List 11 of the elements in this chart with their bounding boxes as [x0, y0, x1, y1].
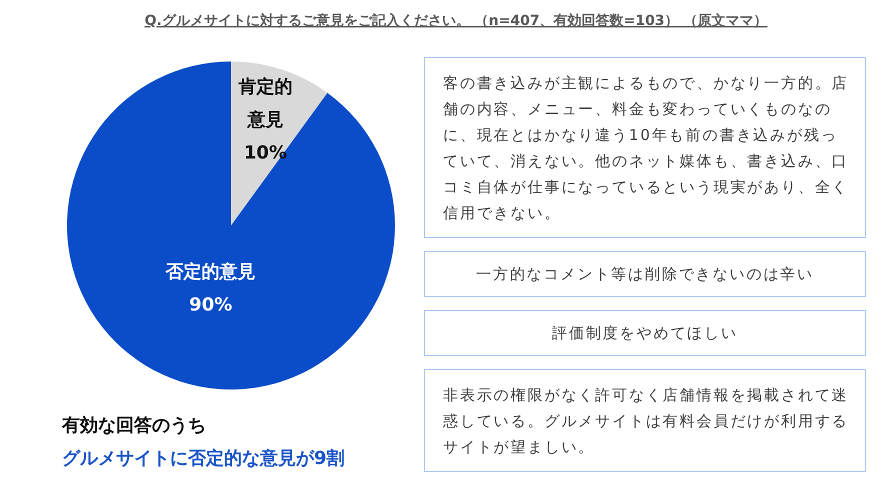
text: グルメサイトに否定的な意見が9割	[62, 448, 345, 469]
slice-label: 肯定的意見	[237, 76, 292, 130]
slice-label: 否定的意見	[164, 260, 256, 282]
pie-slice	[67, 62, 395, 390]
text: 非表示の権限がなく許可なく店舗情報を掲載されて迷惑している。グルメサイトは有料会員だけが利用するサイトが望ましい。	[424, 369, 866, 472]
text: 一方的なコメント等は削除できないのは辛い	[424, 251, 866, 297]
text: 評価制度をやめてほしい	[424, 310, 866, 356]
data-label: 90%	[189, 294, 232, 315]
data-label: 10%	[244, 142, 288, 163]
text: 有効な回答のうち	[61, 415, 206, 436]
text: 客の書き込みが主観によるもので、かなり一方的。店舗の内容、メニュー、料金も変わっていくものなのに、現在とはかなり違う10年も前の書き込みが残っていて、消えない。他のネット媒体も、書き込み、口コミ自体が仕事になっているという現実があり、全く信用できない。	[424, 57, 866, 238]
